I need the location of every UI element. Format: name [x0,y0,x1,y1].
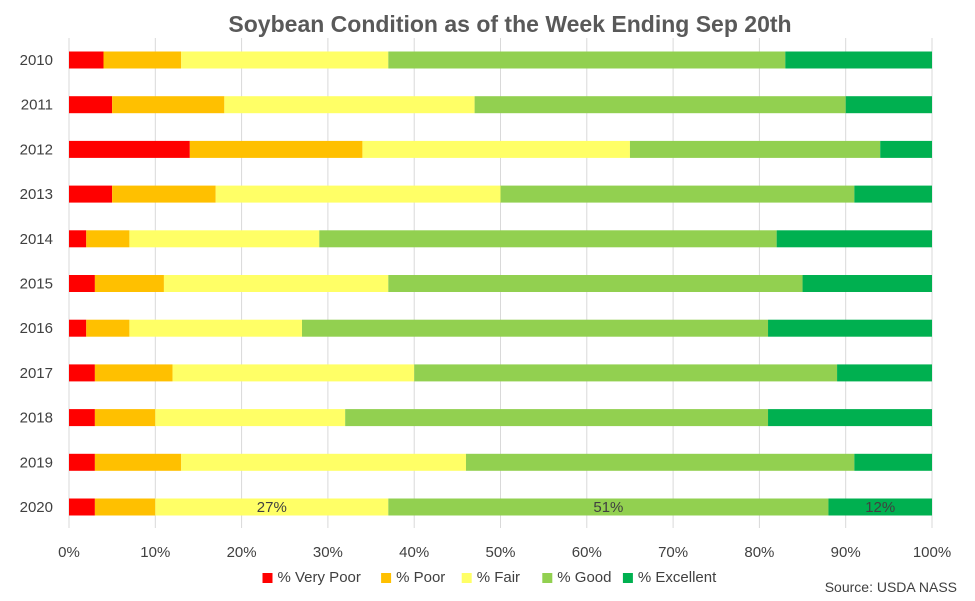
bar-segment [388,51,786,69]
bar-segment [629,140,881,158]
bar-segment [69,51,104,69]
chart-title: Soybean Condition as of the Week Ending … [228,11,791,37]
bar-segment [155,498,389,516]
legend-label: % Very Poor [278,569,361,586]
data-label: 12% [865,499,895,516]
legend-swatch [542,573,553,583]
bar-segment [155,409,346,427]
bar-segment [768,409,932,427]
bar-segment [69,319,87,337]
bar-segment [837,364,932,382]
bar-segment [112,185,216,203]
bar-segment [112,96,225,114]
legend-swatch [461,573,472,583]
x-tick-label: 20% [227,544,257,561]
x-tick-label: 30% [313,544,343,561]
bar-segment [69,230,87,248]
bar-segment [319,230,777,248]
bar-segment [86,230,130,248]
bar-segment [302,319,769,337]
bar-segment [768,319,932,337]
bar-segment [345,409,769,427]
data-label: 51% [593,499,623,516]
bar-segment [69,409,95,427]
bar-segment [69,364,95,382]
bar-segment [94,453,182,471]
bar-segment [94,409,156,427]
bar-segment [69,275,95,292]
bar-segment [94,498,156,516]
bar-segment [69,185,113,203]
y-tick-label: 2018 [20,410,53,427]
bar-segment [880,140,932,158]
bar-segment [215,185,501,203]
bar-segment [69,453,95,471]
legend-swatch [381,573,392,583]
y-tick-label: 2013 [20,186,53,203]
data-label: 27% [257,499,287,516]
legend-swatch [622,573,633,583]
bar-segment [828,498,932,516]
y-tick-label: 2017 [20,365,53,382]
x-tick-label: 10% [140,544,170,561]
y-axis-labels: 2010 2011 2012 2013 2014 2015 2016 2017 2018 2019… [20,52,53,516]
source-note: Source: USDA NASS [825,579,957,595]
bar-segment [69,498,95,516]
bar-segment [172,364,415,382]
y-tick-label: 2014 [20,231,53,248]
bar-segment [69,140,190,158]
legend-label: % Excellent [638,569,717,586]
y-tick-label: 2019 [20,454,53,471]
bar-segment [181,453,466,471]
bar-segment [388,275,803,292]
x-tick-label: 0% [58,544,80,561]
bar-segment [69,96,113,114]
y-tick-label: 2020 [20,499,53,516]
bar-segment [362,140,630,158]
legend-swatch [262,573,273,583]
bar-segment [181,51,389,69]
legend: % Very Poor % Poor % Fair % Good % Excellent [262,569,717,586]
bar-segment [103,51,182,69]
y-tick-label: 2015 [20,276,53,293]
bars [69,51,932,516]
bar-segment [129,319,303,337]
bar-segment [854,453,932,471]
bar-segment [414,364,838,382]
x-tick-label: 80% [744,544,774,561]
bar-segment [802,275,932,292]
bar-segment [845,96,932,114]
bar-segment [94,275,164,292]
bar-segment [189,140,363,158]
x-tick-label: 70% [658,544,688,561]
bar-segment [224,96,475,114]
bar-segment [86,319,130,337]
bar-segment [776,230,932,248]
x-tick-label: 100% [913,544,951,561]
x-tick-label: 60% [572,544,602,561]
x-tick-label: 50% [485,544,515,561]
x-tick-label: 90% [831,544,861,561]
y-tick-label: 2011 [21,97,53,114]
bar-segment [388,498,829,516]
legend-label: % Poor [396,569,445,586]
legend-label: % Fair [477,569,520,586]
bar-segment [129,230,320,248]
bar-segment [94,364,173,382]
y-tick-label: 2012 [20,141,53,158]
legend-label: % Good [557,569,611,586]
bar-segment [163,275,389,292]
x-axis-labels: 0% 10% 20% 30% 40% 50% 60% 70% 80% 90% 100% [58,544,951,561]
y-tick-label: 2010 [20,52,53,69]
bar-segment [474,96,846,114]
bar-segment [854,185,932,203]
bar-segment [500,185,855,203]
x-tick-label: 40% [399,544,429,561]
y-tick-label: 2016 [20,320,53,337]
bar-segment [785,51,932,69]
bar-segment [465,453,855,471]
data-labels: 27% 51% 12% [257,499,895,516]
